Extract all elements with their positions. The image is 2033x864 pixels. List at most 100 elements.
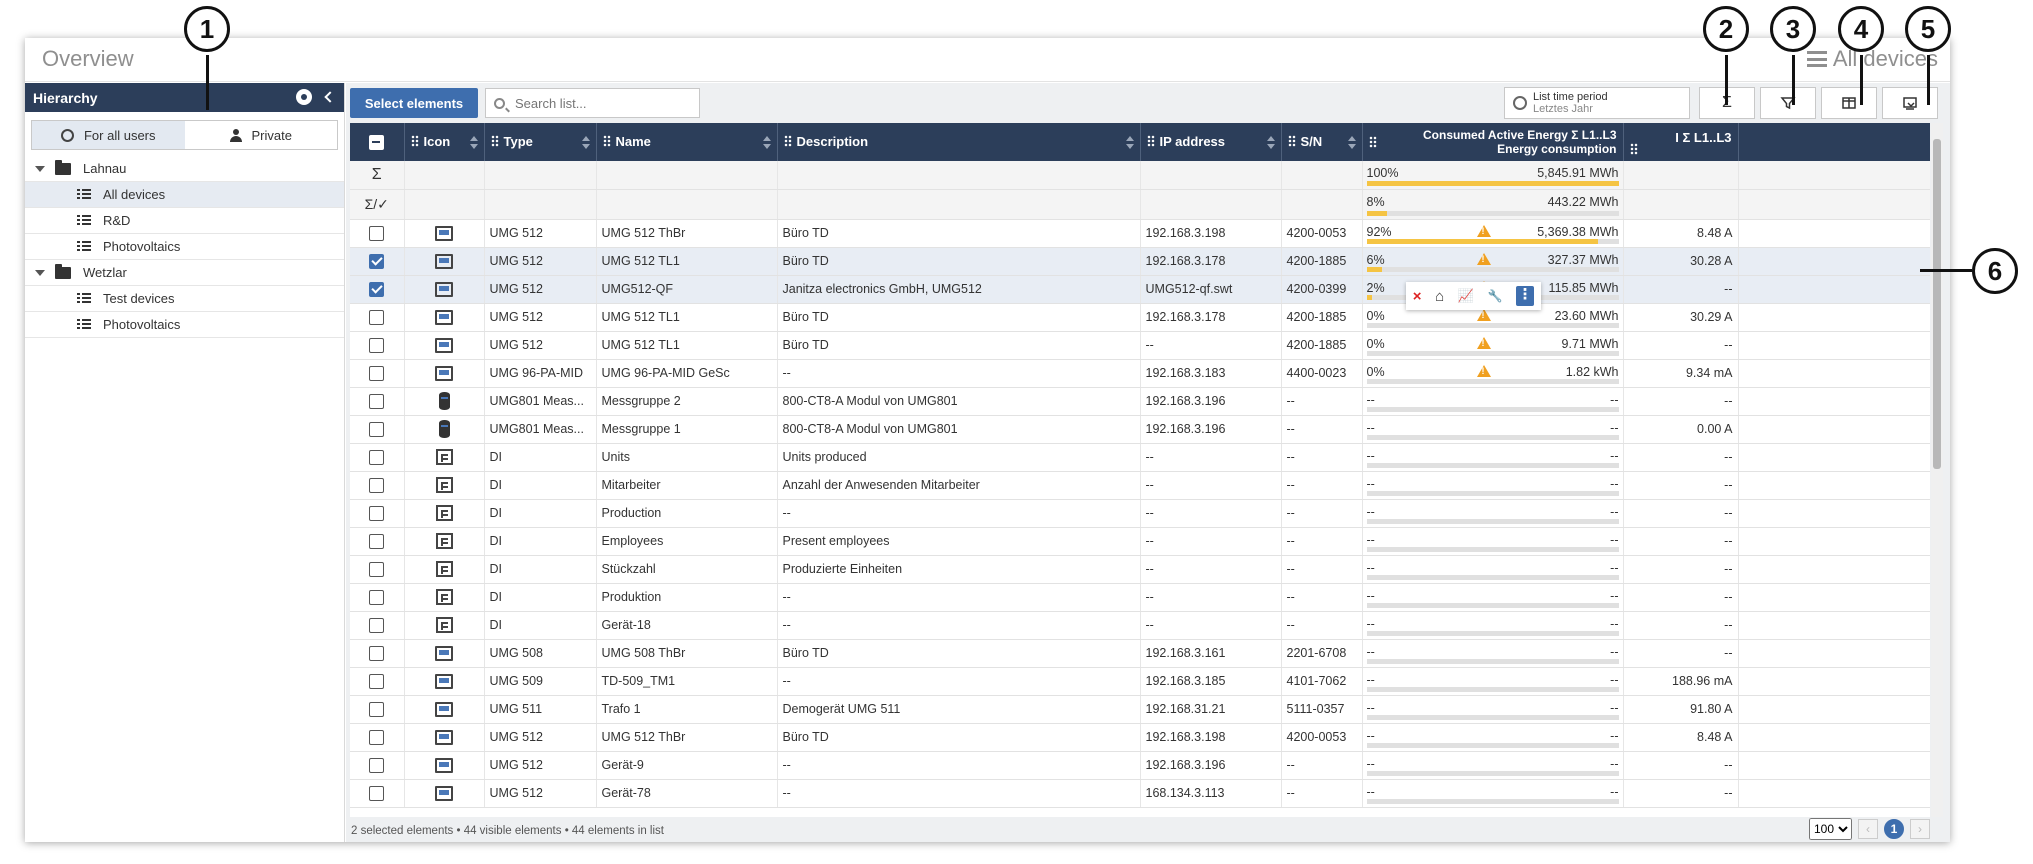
row-checkbox-cell[interactable]	[350, 303, 405, 332]
row-checkbox-cell[interactable]	[350, 387, 405, 416]
column-header-description[interactable]: Description	[777, 123, 1141, 161]
row-checkbox[interactable]	[369, 281, 385, 297]
drag-handle-icon[interactable]	[1146, 135, 1155, 147]
row-checkbox-cell[interactable]	[350, 583, 405, 612]
row-checkbox-cell[interactable]	[350, 471, 405, 500]
caret-down-icon[interactable]	[35, 269, 45, 276]
table-row[interactable]: UMG 512 Gerät-78 -- 168.134.3.113 -- -- -- --	[350, 779, 1930, 808]
sort-icon[interactable]	[1125, 136, 1134, 150]
table-row[interactable]: DI Produktion -- -- -- -- -- --	[350, 583, 1930, 612]
home-icon[interactable]: ⌂	[1435, 287, 1445, 305]
table-row[interactable]: DI Mitarbeiter Anzahl der Anwesenden Mitar…	[350, 471, 1930, 500]
row-checkbox-cell[interactable]	[350, 443, 405, 472]
table-row[interactable]: UMG801 Meas... Messgruppe 2 800-CT8-A Modu…	[350, 387, 1930, 416]
select-all-checkbox[interactable]	[369, 134, 385, 150]
column-header-current[interactable]: I Σ L1..L3	[1623, 123, 1739, 161]
table-row[interactable]: UMG 511 Trafo 1 Demogerät UMG 511 192.168.3…	[350, 695, 1930, 724]
row-checkbox[interactable]	[369, 253, 385, 269]
row-checkbox[interactable]	[369, 673, 385, 689]
row-checkbox[interactable]	[369, 505, 385, 521]
row-checkbox-cell[interactable]	[350, 359, 405, 388]
column-header-icon[interactable]: Icon	[404, 123, 485, 161]
more-icon[interactable]: ⋮	[1516, 286, 1535, 306]
scrollbar-thumb[interactable]	[1933, 139, 1941, 469]
drag-handle-icon[interactable]	[1629, 142, 1638, 155]
select-elements-button[interactable]: Select elements	[350, 88, 478, 118]
row-checkbox[interactable]	[369, 533, 385, 549]
column-header-energy[interactable]: Consumed Active Energy Σ L1..L3 Energy c…	[1362, 123, 1624, 161]
drag-handle-icon[interactable]	[1368, 136, 1377, 148]
row-checkbox-cell[interactable]	[350, 611, 405, 640]
row-checkbox[interactable]	[369, 421, 385, 437]
row-checkbox-cell[interactable]	[350, 555, 405, 584]
table-row[interactable]: UMG 96-PA-MID UMG 96-PA-MID GeSc -- 192.168…	[350, 359, 1930, 388]
tree-folder[interactable]: Wetzlar	[25, 260, 344, 286]
row-checkbox-cell[interactable]	[350, 527, 405, 556]
tree-item[interactable]: Test devices	[25, 286, 344, 312]
table-scrollbar[interactable]	[1931, 123, 1943, 817]
sort-icon[interactable]	[1347, 136, 1356, 150]
sort-icon[interactable]	[581, 136, 590, 150]
row-checkbox-cell[interactable]	[350, 751, 405, 780]
row-checkbox-cell[interactable]	[350, 275, 405, 304]
private-tab[interactable]: Private	[185, 121, 338, 149]
row-checkbox[interactable]	[369, 365, 385, 381]
row-checkbox-cell[interactable]	[350, 219, 405, 248]
row-checkbox-cell[interactable]	[350, 667, 405, 696]
tree-item[interactable]: R&D	[25, 208, 344, 234]
chevron-left-icon[interactable]	[324, 91, 336, 103]
drag-handle-icon[interactable]	[783, 135, 792, 147]
row-checkbox[interactable]	[369, 757, 385, 773]
column-header-sn[interactable]: S/N	[1281, 123, 1363, 161]
close-icon[interactable]: ×	[1412, 287, 1422, 305]
row-checkbox[interactable]	[369, 729, 385, 745]
row-checkbox-cell[interactable]	[350, 639, 405, 668]
table-row[interactable]: DI Units Units produced -- -- -- -- --	[350, 443, 1930, 472]
row-checkbox-cell[interactable]	[350, 415, 405, 444]
select-all-checkbox-cell[interactable]	[350, 123, 405, 161]
gear-icon[interactable]	[296, 89, 312, 105]
search-box[interactable]	[485, 88, 700, 118]
table-row[interactable]: UMG 512 UMG512-QF Janitza electronics GmbH…	[350, 275, 1930, 304]
column-header-ip[interactable]: IP address	[1140, 123, 1282, 161]
drag-handle-icon[interactable]	[490, 135, 499, 147]
row-checkbox[interactable]	[369, 309, 385, 325]
row-checkbox[interactable]	[369, 449, 385, 465]
sort-icon[interactable]	[469, 136, 478, 150]
row-checkbox[interactable]	[369, 561, 385, 577]
prev-page-button[interactable]: ‹	[1858, 819, 1878, 839]
tree-item[interactable]: Photovoltaics	[25, 234, 344, 260]
table-row[interactable]: UMG 512 UMG 512 TL1 Büro TD 192.168.3.178 42…	[350, 303, 1930, 332]
row-checkbox[interactable]	[369, 477, 385, 493]
table-row[interactable]: DI Employees Present employees -- -- -- -- --	[350, 527, 1930, 556]
row-checkbox[interactable]	[369, 589, 385, 605]
page-size-select[interactable]: 100	[1809, 818, 1852, 840]
table-row[interactable]: UMG 512 Gerät-9 -- 192.168.3.196 -- -- -- --	[350, 751, 1930, 780]
table-row[interactable]: UMG 512 UMG 512 ThBr Büro TD 192.168.3.198 4…	[350, 219, 1930, 248]
column-header-name[interactable]: Name	[596, 123, 778, 161]
search-input[interactable]	[513, 94, 683, 112]
row-checkbox[interactable]	[369, 785, 385, 801]
tree-folder[interactable]: Lahnau	[25, 156, 344, 182]
row-checkbox-cell[interactable]	[350, 331, 405, 360]
table-row[interactable]: DI Stückzahl Produzierte Einheiten -- -- -- --…	[350, 555, 1930, 584]
row-checkbox[interactable]	[369, 393, 385, 409]
filter-button[interactable]	[1760, 87, 1816, 119]
tree-item[interactable]: All devices	[25, 182, 344, 208]
row-checkbox-cell[interactable]	[350, 499, 405, 528]
row-checkbox-cell[interactable]	[350, 779, 405, 808]
next-page-button[interactable]: ›	[1910, 819, 1930, 839]
row-checkbox[interactable]	[369, 645, 385, 661]
row-checkbox-cell[interactable]	[350, 695, 405, 724]
drag-handle-icon[interactable]	[410, 135, 419, 147]
sort-icon[interactable]	[1266, 136, 1275, 150]
table-row[interactable]: DI Production -- -- -- -- -- --	[350, 499, 1930, 528]
chart-icon[interactable]: 📈	[1457, 288, 1474, 303]
row-checkbox-cell[interactable]	[350, 723, 405, 752]
table-row[interactable]: UMG801 Meas... Messgruppe 1 800-CT8-A Modu…	[350, 415, 1930, 444]
row-checkbox-cell[interactable]	[350, 247, 405, 276]
column-header-type[interactable]: Type	[484, 123, 597, 161]
drag-handle-icon[interactable]	[602, 135, 611, 147]
list-time-period-button[interactable]: List time period Letztes Jahr	[1504, 87, 1690, 119]
